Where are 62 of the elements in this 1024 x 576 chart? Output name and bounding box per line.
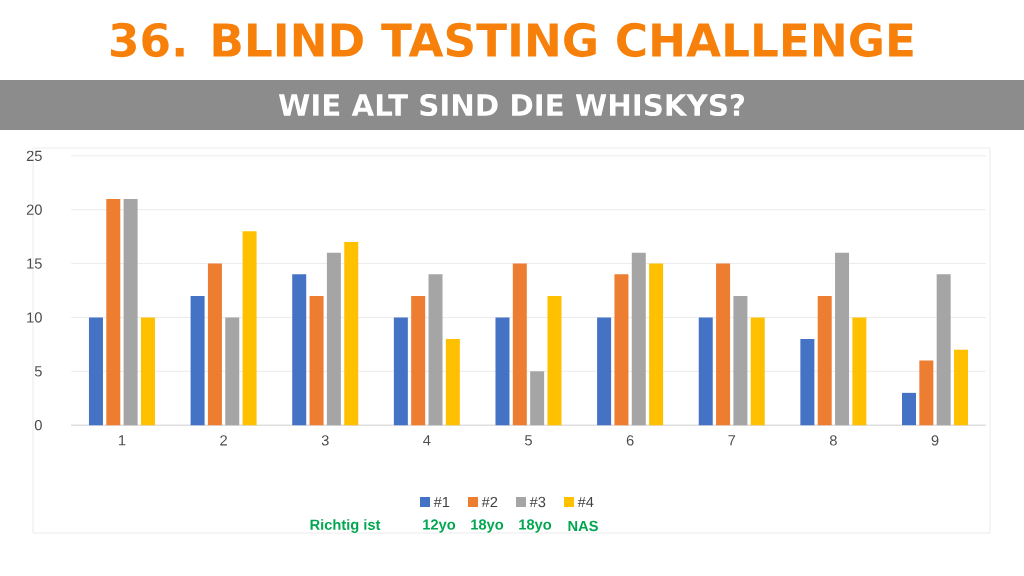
bar <box>411 295 426 426</box>
text: 18yo <box>471 519 504 533</box>
bar <box>547 295 562 426</box>
bar <box>495 317 510 426</box>
x-tick-label: 5 <box>524 435 532 446</box>
y-tick-label: 5 <box>34 366 42 377</box>
bar <box>817 295 832 426</box>
bar <box>835 252 850 426</box>
bar <box>309 295 324 426</box>
bar <box>428 274 443 426</box>
x-tick-label: 9 <box>931 435 939 446</box>
bar <box>326 252 341 426</box>
text: 12yo <box>423 519 456 533</box>
bar <box>445 338 460 426</box>
bar <box>800 338 815 426</box>
bar <box>852 317 867 426</box>
bar <box>750 317 765 426</box>
x-tick-label: 8 <box>829 435 837 446</box>
bar <box>123 198 138 426</box>
bar <box>716 263 731 426</box>
bar <box>512 263 527 426</box>
y-tick-label: 25 <box>26 150 42 162</box>
legend-label: #2 <box>481 496 498 508</box>
bar <box>225 317 240 426</box>
bar <box>954 349 968 426</box>
chart-subtitle: WIE ALT SIND DIE WHISKYS? <box>278 93 745 117</box>
bar <box>344 242 359 426</box>
x-tick-label: 3 <box>321 435 329 446</box>
legend-label: #4 <box>577 496 594 508</box>
y-tick-label: 20 <box>26 204 42 215</box>
x-tick-label: 2 <box>220 435 227 446</box>
bar <box>919 360 934 426</box>
x-tick-label: 6 <box>626 435 634 446</box>
bar <box>597 317 612 426</box>
text: Richtig ist <box>310 519 381 533</box>
bar <box>393 317 408 426</box>
bar <box>140 317 155 426</box>
bar <box>631 252 646 426</box>
bar <box>614 274 629 426</box>
x-tick-label: 1 <box>118 435 126 446</box>
x-tick-label: 4 <box>423 435 431 446</box>
y-tick-label: 10 <box>27 312 42 323</box>
bar <box>902 392 916 426</box>
text: 18yo <box>519 519 552 533</box>
bar <box>936 274 951 426</box>
legend-label: #3 <box>529 496 546 508</box>
text: NAS <box>568 520 598 532</box>
bar <box>190 295 205 426</box>
bar <box>649 263 664 426</box>
x-tick-label: 7 <box>728 435 736 446</box>
y-tick-label: 15 <box>27 258 42 269</box>
bar <box>106 198 121 426</box>
bar <box>242 231 257 426</box>
bar <box>292 274 307 426</box>
bar <box>88 317 103 426</box>
bar <box>733 295 748 426</box>
bar <box>207 263 222 426</box>
y-tick-label: 0 <box>34 420 42 431</box>
legend-label: #1 <box>433 496 450 508</box>
bar <box>530 371 545 426</box>
bar <box>698 317 713 426</box>
chart-title: 36. BLIND TASTING CHALLENGE <box>111 22 913 58</box>
